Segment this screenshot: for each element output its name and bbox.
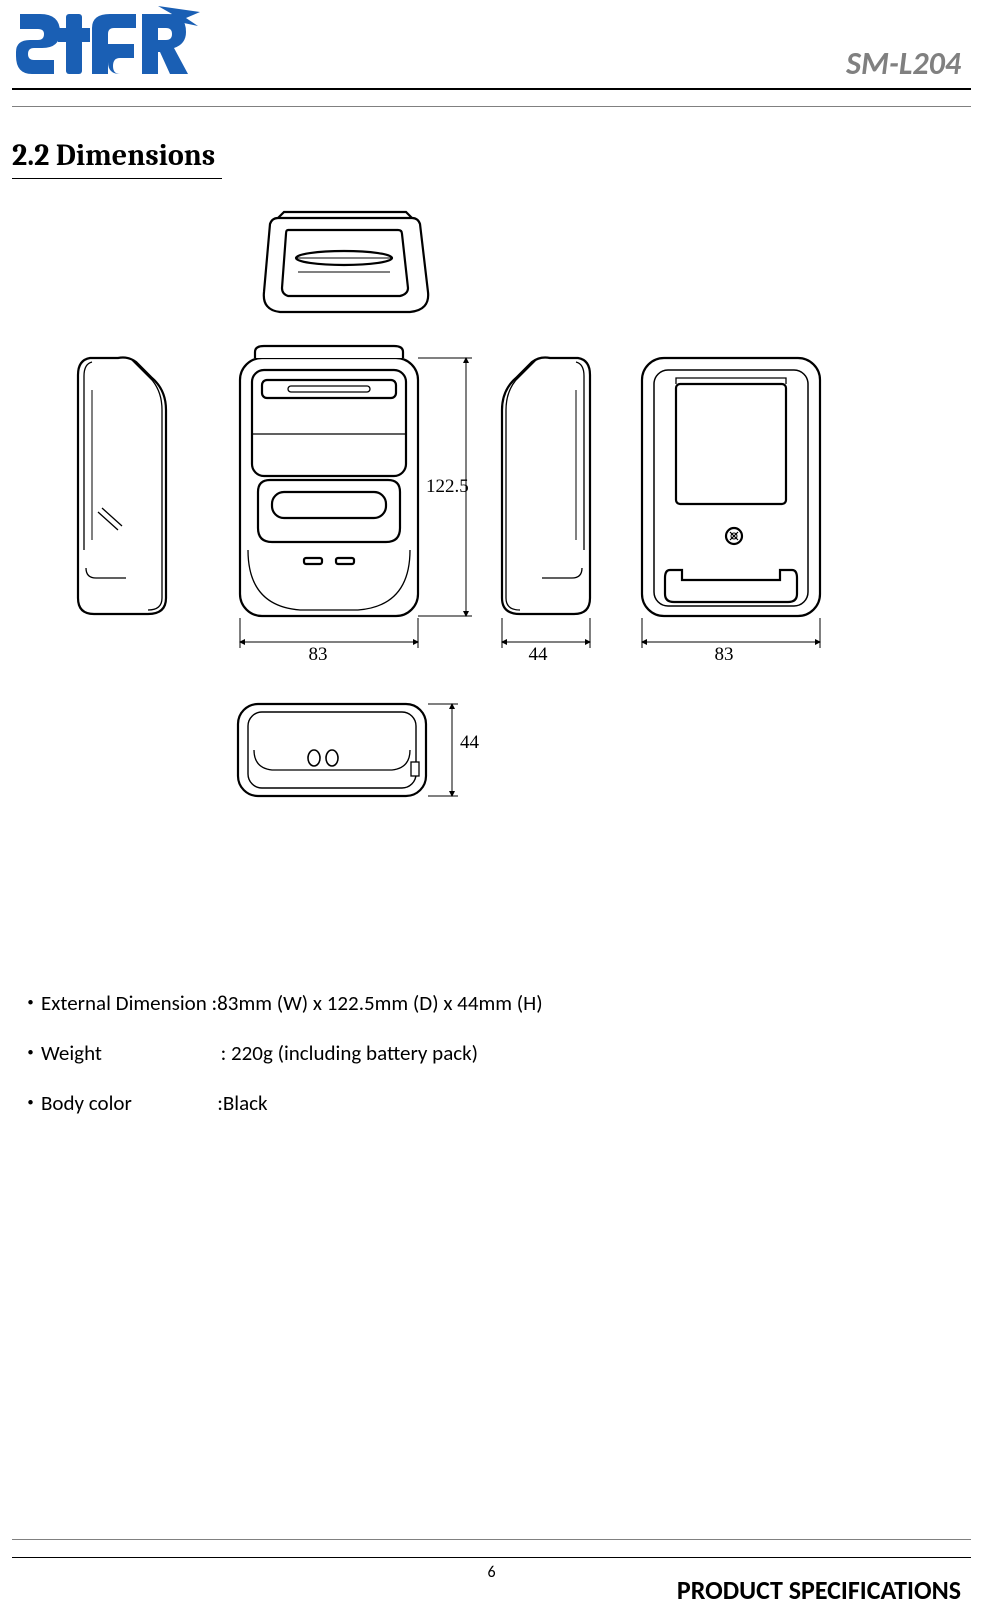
header-region: SM-L204 [0, 0, 983, 92]
footer-rule-thick [12, 1557, 971, 1558]
spec-row-dimension: ・ External Dimension :83mm (W) x 122.5mm… [20, 980, 543, 1026]
dim-width-side-label: 44 [529, 644, 549, 665]
spec-label: Body color [41, 1080, 217, 1126]
section-title-underline [12, 178, 222, 179]
header-rule-thin [12, 106, 971, 107]
bullet: ・ [20, 980, 41, 1026]
spec-value: :Black [217, 1080, 267, 1126]
bullet: ・ [20, 1080, 41, 1126]
product-name: SM-L204 [846, 44, 961, 83]
spec-row-weight: ・ Weight : 220g (including battery pack) [20, 1030, 543, 1076]
dim-width-front-label: 83 [309, 644, 328, 665]
spec-label: Weight [41, 1030, 221, 1076]
star-logo [10, 4, 200, 87]
spec-label: External Dimension [41, 980, 212, 1026]
spec-value: :83mm (W) x 122.5mm (D) x 44mm (H) [212, 980, 543, 1026]
header-rule-thick [12, 88, 971, 90]
footer-rule-thin [12, 1539, 971, 1540]
dim-height-label: 122.5 [426, 476, 469, 497]
spec-list: ・ External Dimension :83mm (W) x 122.5mm… [20, 980, 543, 1131]
spec-row-color: ・ Body color :Black [20, 1080, 543, 1126]
spec-value: : 220g (including battery pack) [221, 1030, 478, 1076]
dimensions-diagram: 122.5 83 44 83 44 [40, 210, 940, 920]
footer-title: PRODUCT SPECIFICATIONS [677, 1574, 961, 1606]
section-title: 2.2 Dimensions [12, 138, 215, 173]
dim-height-bottom-label: 44 [460, 732, 480, 753]
bullet: ・ [20, 1030, 41, 1076]
dim-width-back-label: 83 [715, 644, 734, 665]
